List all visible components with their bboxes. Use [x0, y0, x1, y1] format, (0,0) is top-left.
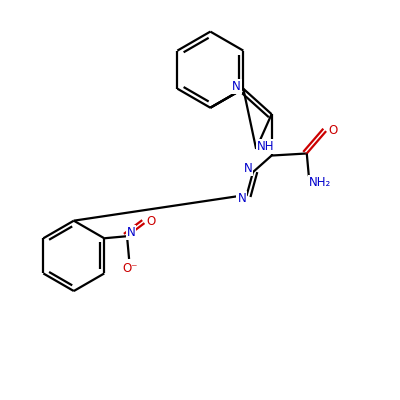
Text: O: O [146, 215, 156, 228]
Text: O: O [328, 124, 338, 137]
Text: N: N [244, 162, 252, 175]
Text: N: N [127, 226, 136, 239]
Text: N: N [232, 80, 241, 93]
Text: O⁻: O⁻ [122, 262, 138, 274]
Text: N: N [238, 192, 246, 205]
Text: NH: NH [256, 140, 274, 153]
Text: NH₂: NH₂ [309, 176, 332, 189]
